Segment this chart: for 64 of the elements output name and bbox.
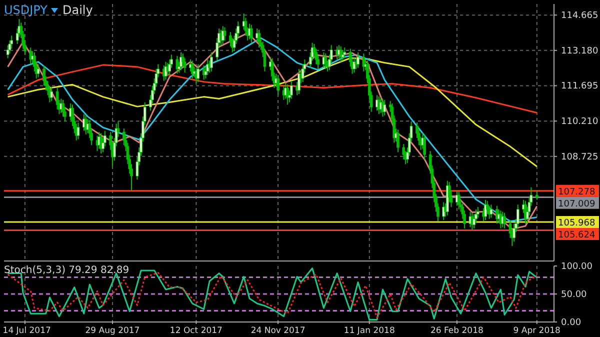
candlestick xyxy=(290,80,293,100)
candlestick xyxy=(62,99,64,118)
candlestick xyxy=(356,52,360,68)
line-series xyxy=(7,64,538,114)
ref-line-label: 105.624 xyxy=(558,230,596,241)
chart-title: Stoch(5,3,3) 79.29 82.89 xyxy=(4,265,130,276)
candlestick xyxy=(496,205,498,224)
candlestick xyxy=(250,24,253,44)
candlestick xyxy=(339,46,342,62)
candlestick xyxy=(396,129,400,153)
candlestick xyxy=(164,61,168,80)
candlestick xyxy=(50,86,53,102)
candlestick xyxy=(503,212,506,229)
candlestick xyxy=(210,52,213,72)
candlestick xyxy=(180,52,182,71)
candlestick xyxy=(476,206,480,218)
candlestick xyxy=(42,64,46,86)
candlestick xyxy=(258,29,260,48)
candlestick xyxy=(191,60,194,79)
candlestick xyxy=(100,132,102,154)
y-tick-label: 113.180 xyxy=(561,46,598,56)
candlestick xyxy=(298,68,300,94)
candlestick xyxy=(512,223,516,242)
x-tick-label: 24 Nov 2017 xyxy=(250,326,306,336)
candlestick xyxy=(490,204,493,218)
y-tick-label: 0.00 xyxy=(561,318,582,328)
ref-line-label: 105.968 xyxy=(558,218,596,229)
x-tick-label: 29 Aug 2017 xyxy=(85,326,140,336)
candlestick xyxy=(10,35,14,50)
candlestick xyxy=(56,88,59,110)
x-tick-label: 12 Oct 2017 xyxy=(170,326,222,336)
y-tick-label: 108.725 xyxy=(561,152,598,162)
y-tick-label: 50.00 xyxy=(561,290,588,300)
candlestick xyxy=(341,49,344,62)
candlestick xyxy=(244,17,248,36)
candlestick xyxy=(183,58,186,74)
candlestick xyxy=(223,26,226,41)
candlestick xyxy=(276,74,280,96)
candlestick xyxy=(196,64,200,83)
x-tick-label: 26 Feb 2018 xyxy=(430,326,484,336)
x-tick-label: 11 Jan 2018 xyxy=(344,326,395,336)
candlestick xyxy=(343,47,346,59)
y-tick-label: 110.210 xyxy=(561,117,598,128)
candlestick xyxy=(472,214,476,229)
candlestick xyxy=(484,199,487,221)
candlestick xyxy=(383,99,386,116)
candlestick xyxy=(176,55,179,74)
candlestick xyxy=(423,134,426,160)
candlestick xyxy=(286,84,289,106)
x-tick-label: 9 Apr 2018 xyxy=(513,326,560,336)
ref-line-label: 107.009 xyxy=(558,199,596,210)
chart-title: USDJPY xyxy=(4,3,48,17)
y-tick-label: 111.695 xyxy=(561,82,598,92)
candlestick xyxy=(516,204,520,228)
candlestick xyxy=(6,44,10,59)
x-tick-label: 14 Jul 2017 xyxy=(2,326,51,336)
ref-line-label: 107.278 xyxy=(558,187,596,198)
chart-subtitle: Daily xyxy=(62,3,93,17)
candlestick xyxy=(535,190,538,200)
y-tick-label: 100.00 xyxy=(561,262,593,272)
candlestick xyxy=(324,52,328,70)
candlestick xyxy=(402,143,406,160)
candlestick xyxy=(168,58,171,76)
y-tick-label: 114.665 xyxy=(561,11,598,22)
